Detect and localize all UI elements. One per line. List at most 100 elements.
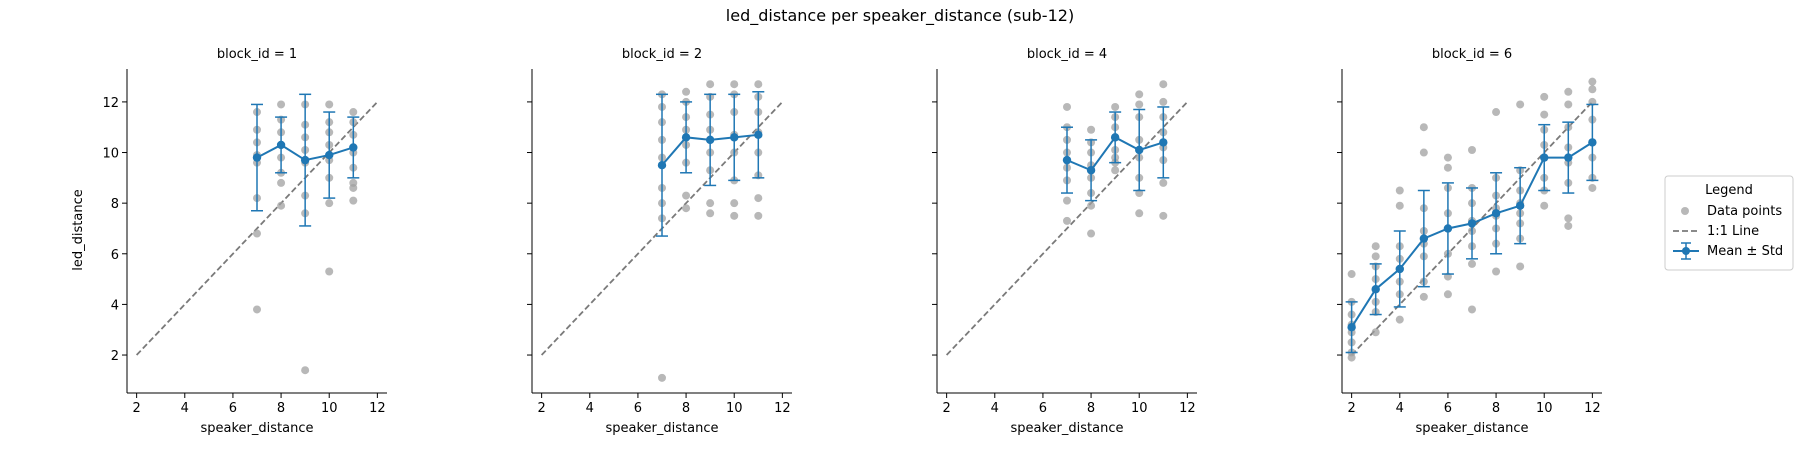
mean-marker [349, 143, 358, 152]
data-point [1159, 80, 1168, 89]
data-point [1468, 305, 1476, 314]
data-point [1135, 209, 1144, 218]
data-point [1111, 166, 1120, 175]
x-tick-label: 8 [1492, 401, 1500, 416]
data-point [1395, 315, 1404, 324]
data-point [1111, 102, 1120, 111]
x-tick-label: 10 [1536, 401, 1553, 416]
x-tick-label: 10 [321, 401, 338, 416]
mean-marker [1347, 322, 1356, 332]
subplot-1: block_id = 1 2 4 6 8 10 12 2 4 6 8 10 12 speaker_dist… [102, 47, 387, 436]
data-point [1159, 97, 1168, 106]
legend: Legend Data points 1:1 Line Mean ± Std [1664, 175, 1794, 271]
data-point [349, 108, 358, 117]
data-point [682, 191, 691, 200]
identity-line [945, 101, 1189, 356]
data-point [1516, 100, 1525, 109]
data-point [1063, 196, 1071, 205]
data-point [1516, 262, 1525, 271]
mean-marker [1540, 153, 1549, 162]
y-axis-label: led_distance [71, 189, 86, 270]
x-tick-label: 4 [586, 401, 594, 416]
mean-marker [1491, 209, 1501, 218]
legend-points-marker [1681, 207, 1689, 215]
subplot-title: block_id = 4 [1027, 47, 1107, 62]
data-point [754, 194, 763, 203]
data-point [730, 80, 739, 89]
data-point [1540, 201, 1549, 210]
data-point [1135, 90, 1144, 99]
mean-marker [1588, 138, 1597, 147]
legend-box [1664, 175, 1794, 271]
mean-marker [1135, 145, 1144, 155]
legend-entry-label: Mean ± Std [1707, 244, 1783, 259]
data-point [1443, 290, 1452, 299]
mean-marker [1159, 138, 1168, 147]
legend-entry-label: 1:1 Line [1707, 224, 1759, 239]
x-axis-label: speaker_distance [201, 421, 314, 436]
x-tick-label: 8 [277, 401, 285, 416]
legend-entry-label: Data points [1707, 204, 1782, 219]
data-point [1588, 183, 1597, 192]
y-tick-label: 10 [102, 147, 119, 162]
data-point [325, 100, 334, 109]
data-point [1564, 100, 1573, 109]
mean-marker [657, 160, 667, 170]
x-tick-label: 2 [132, 401, 140, 416]
x-tick-label: 2 [942, 401, 950, 416]
x-tick-label: 8 [1087, 401, 1095, 416]
x-axis-label: speaker_distance [1011, 421, 1124, 436]
data-point [253, 229, 261, 238]
x-tick-label: 6 [1039, 401, 1047, 416]
data-point [754, 80, 763, 89]
data-point [277, 201, 286, 210]
mean-marker [1515, 201, 1525, 210]
data-point [349, 183, 358, 192]
mean-marker [1110, 133, 1120, 142]
data-point [325, 199, 334, 208]
data-point [1087, 229, 1096, 238]
data-point [1159, 211, 1168, 220]
data-point [277, 100, 286, 109]
subplot-title: block_id = 2 [622, 47, 702, 62]
data-point [1087, 125, 1096, 134]
data-point [1419, 148, 1428, 157]
data-point [1395, 201, 1404, 210]
data-point [1588, 85, 1597, 94]
y-tick-label: 6 [111, 248, 119, 263]
mean-marker [1443, 224, 1453, 233]
data-point [706, 209, 715, 218]
subplot-title: block_id = 6 [1432, 47, 1512, 62]
data-point [682, 204, 691, 213]
x-tick-label: 6 [634, 401, 642, 416]
x-tick-label: 4 [181, 401, 189, 416]
mean-marker [300, 155, 310, 165]
data-point [1419, 123, 1428, 132]
y-tick-label: 8 [111, 197, 119, 212]
data-point [706, 199, 715, 208]
data-point [1159, 178, 1168, 187]
data-point [325, 267, 334, 276]
data-point [1468, 259, 1476, 268]
mean-marker [754, 130, 763, 140]
mean-marker [705, 135, 715, 145]
x-tick-label: 6 [1444, 401, 1452, 416]
mean-marker [276, 140, 286, 150]
data-point [1063, 102, 1071, 111]
data-point [1371, 328, 1380, 337]
y-tick-label: 12 [102, 96, 119, 111]
data-point [1492, 267, 1501, 276]
data-point [1347, 270, 1356, 279]
data-point [1135, 100, 1144, 109]
data-point [658, 373, 666, 382]
data-point [730, 199, 739, 208]
data-point [706, 80, 715, 89]
figure-title: led_distance per speaker_distance (sub-1… [726, 6, 1074, 26]
data-point [277, 178, 286, 187]
mean-marker [325, 150, 334, 160]
subplot-2: block_id = 2 2 4 6 8 10 12 speaker_distance [527, 47, 792, 436]
data-point [1371, 242, 1380, 251]
y-tick-label: 4 [111, 298, 119, 313]
mean-marker [1371, 285, 1380, 294]
